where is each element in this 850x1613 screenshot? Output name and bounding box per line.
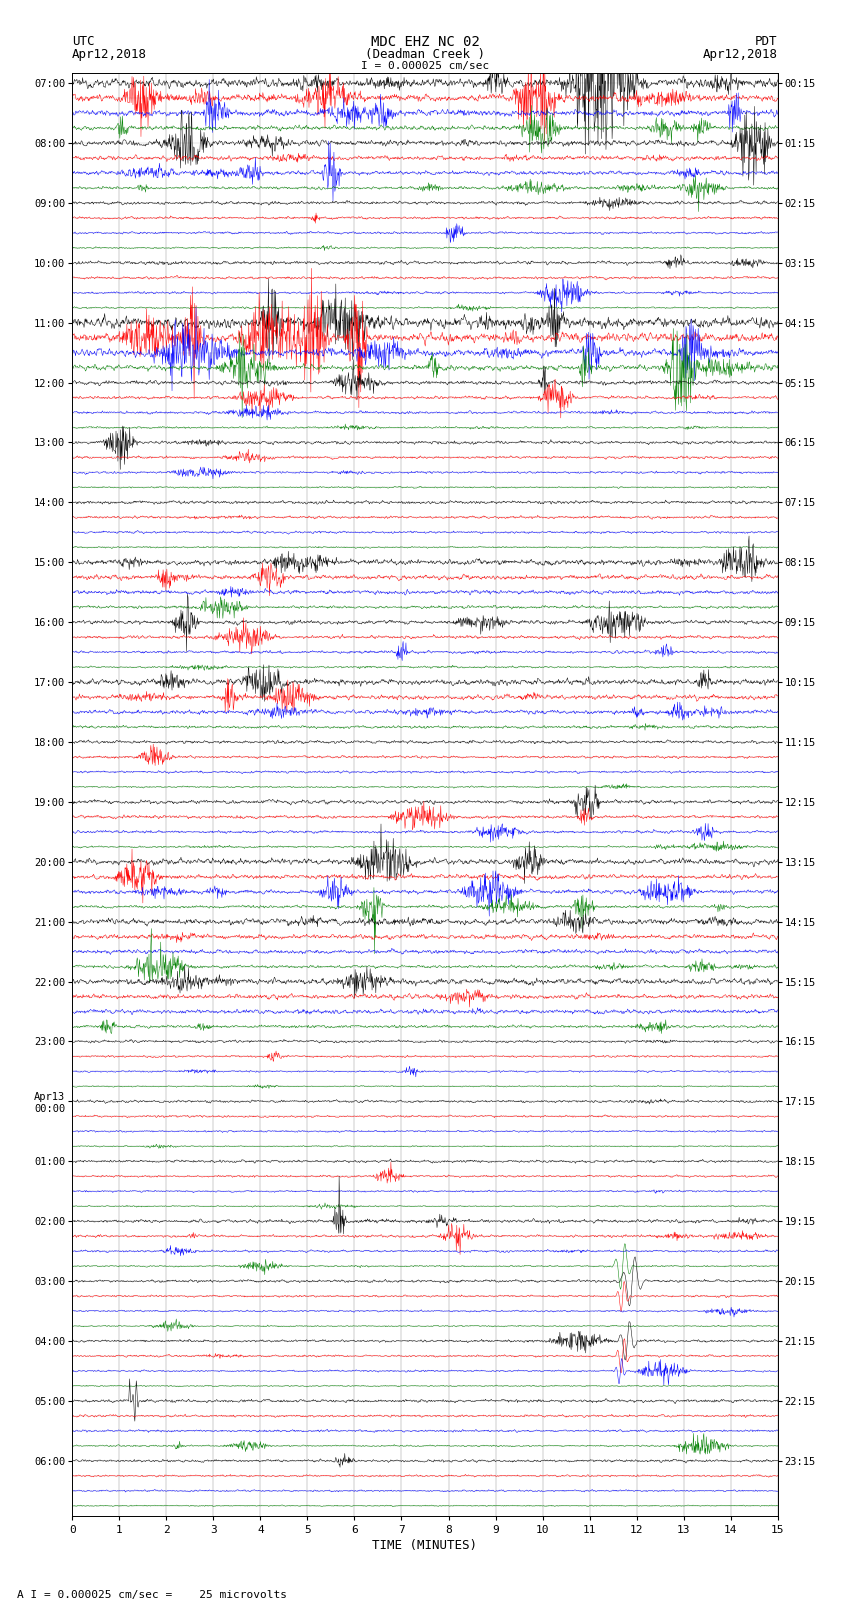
Text: MDC EHZ NC 02: MDC EHZ NC 02 <box>371 35 479 50</box>
Text: Apr12,2018: Apr12,2018 <box>72 48 147 61</box>
Text: PDT: PDT <box>756 35 778 48</box>
X-axis label: TIME (MINUTES): TIME (MINUTES) <box>372 1539 478 1552</box>
Text: Apr12,2018: Apr12,2018 <box>703 48 778 61</box>
Text: A I = 0.000025 cm/sec =    25 microvolts: A I = 0.000025 cm/sec = 25 microvolts <box>17 1590 287 1600</box>
Text: I = 0.000025 cm/sec: I = 0.000025 cm/sec <box>361 61 489 71</box>
Text: (Deadman Creek ): (Deadman Creek ) <box>365 48 485 61</box>
Text: UTC: UTC <box>72 35 94 48</box>
